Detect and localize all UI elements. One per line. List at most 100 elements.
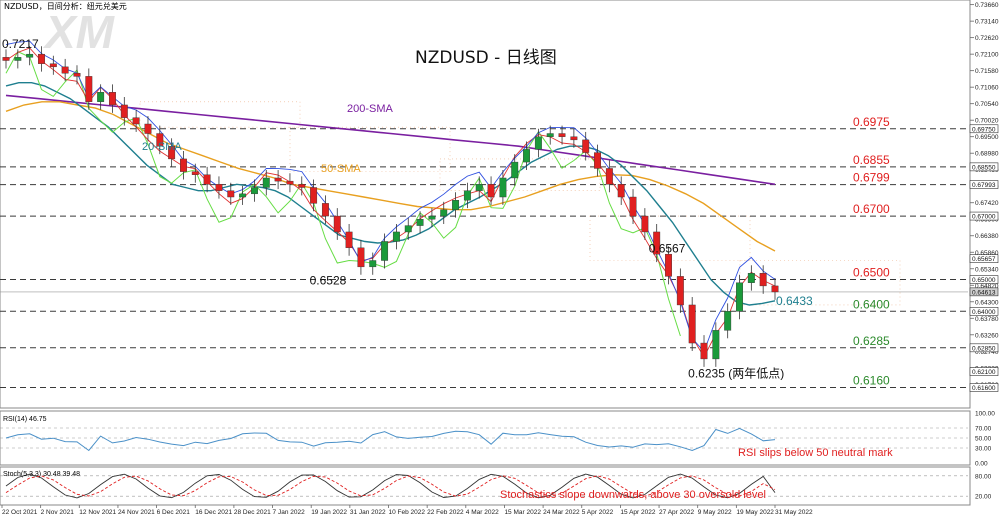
price-tick-label: 0.71060 xyxy=(975,85,999,92)
cloud-segment xyxy=(739,260,901,306)
level-label: 0.6160 xyxy=(853,373,890,387)
candle-body xyxy=(262,177,270,188)
stoch-tick-label: 80.00 xyxy=(975,473,992,480)
candle-body xyxy=(582,139,590,153)
price-tick-label: 0.71580 xyxy=(975,68,999,75)
level-label: 0.6855 xyxy=(853,153,890,167)
time-tick-label: 2 Nov 2021 xyxy=(41,509,75,516)
candle-body xyxy=(156,133,164,147)
candle-body xyxy=(392,231,400,242)
level-label: 0.6975 xyxy=(853,115,890,129)
time-tick-label: 24 Mar 2022 xyxy=(543,509,580,516)
time-tick-label: 9 May 2022 xyxy=(698,509,732,516)
candle-body xyxy=(250,187,258,195)
stoch-tick-label: 20.00 xyxy=(975,494,992,501)
time-axis: 22 Oct 2021 2 Nov 2021 12 Nov 2021 24 Nov 2… xyxy=(1,505,813,516)
boxed-price-label: 0.69750 xyxy=(972,126,996,133)
level-label: 0.6285 xyxy=(853,334,890,348)
cloud-segment xyxy=(439,158,601,191)
candle-body xyxy=(570,136,578,141)
candle-body xyxy=(274,177,282,182)
candle-body xyxy=(14,57,22,61)
candle-body xyxy=(463,190,471,201)
price-tick-label: 0.65340 xyxy=(975,266,999,273)
price-tick-label: 0.70020 xyxy=(975,118,999,125)
candle-body xyxy=(511,161,519,179)
sma200-label: 200-SMA xyxy=(347,103,394,115)
boxed-price-bg xyxy=(969,287,999,297)
candle-body xyxy=(546,133,554,137)
price-annotations: 0.7217 0.6528 0.6567 0.6235 (两年低点) 0.6433 xyxy=(2,37,813,381)
candle-body xyxy=(73,73,81,77)
level-label: 0.6700 xyxy=(853,202,890,216)
boxed-price-label: 0.67000 xyxy=(972,214,996,221)
time-tick-label: 4 Mar 2022 xyxy=(466,509,499,516)
boxed-price-bg xyxy=(969,124,999,134)
boxed-price-label: 0.61600 xyxy=(972,385,996,392)
price-tick-label: 0.64820 xyxy=(975,283,999,290)
candle-body xyxy=(416,219,424,226)
stoch-d-line xyxy=(5,475,776,497)
candle-body xyxy=(404,225,412,233)
price-tick-label: 0.68980 xyxy=(975,151,999,158)
boxed-price-bg xyxy=(969,254,999,263)
candle-body xyxy=(747,273,755,283)
candle-body xyxy=(215,184,223,191)
candle-body xyxy=(345,231,353,249)
candle-body xyxy=(286,180,294,185)
price-annotation: 0.6567 xyxy=(649,241,686,255)
candle-body xyxy=(676,276,684,306)
boxed-price-label: 0.62100 xyxy=(972,369,996,376)
level-label: 0.6799 xyxy=(853,171,890,185)
stoch-k-line xyxy=(5,473,776,499)
candle-body xyxy=(144,123,152,134)
sma200-line xyxy=(5,94,776,186)
price-tick-label: 0.69500 xyxy=(975,134,999,141)
price-tick-label: 0.72100 xyxy=(975,52,999,59)
boxed-price-bg xyxy=(969,343,999,353)
rsi-line xyxy=(5,427,776,452)
boxed-price-bg xyxy=(969,367,999,376)
rsi-tick-label: 70.00 xyxy=(975,426,992,433)
price-tick-label: 0.62740 xyxy=(975,349,999,356)
price-tick-label: 0.73660 xyxy=(975,2,999,9)
price-tick-label: 0.70540 xyxy=(975,101,999,108)
price-annotation: 0.6433 xyxy=(776,294,813,308)
candle-body xyxy=(61,66,69,74)
candle-body xyxy=(523,149,531,163)
watermark-logo: XM xyxy=(42,6,116,58)
sma20-label: 20-SMA xyxy=(142,141,182,153)
candle-body xyxy=(736,282,743,312)
candle-body xyxy=(26,53,34,58)
candle-body xyxy=(333,215,341,233)
candle-body xyxy=(2,57,10,61)
price-tick-label: 0.65860 xyxy=(975,250,999,257)
candle-body xyxy=(239,193,247,198)
candle-body xyxy=(321,203,329,217)
chikou-line xyxy=(5,51,681,337)
candle-body xyxy=(428,215,436,220)
level-label: 0.6500 xyxy=(853,266,890,280)
boxed-price-label: 0.64613 xyxy=(972,289,996,296)
time-tick-label: 12 Nov 2021 xyxy=(79,509,116,516)
candle-body xyxy=(38,53,45,64)
candle-body xyxy=(298,184,306,188)
candle-body xyxy=(120,104,128,118)
candle-body xyxy=(499,177,507,198)
time-tick-label: 19 May 2022 xyxy=(736,509,774,516)
candle-body xyxy=(605,168,613,185)
candle-body xyxy=(357,247,365,268)
main-pane xyxy=(0,0,971,409)
price-annotation: 0.6235 (两年低点) xyxy=(688,367,784,381)
rsi-note: RSI slips below 50 neutral mark xyxy=(738,447,893,459)
boxed-price-bg xyxy=(969,211,999,221)
time-tick-label: 7 Jan 2022 xyxy=(273,509,306,516)
candle-body xyxy=(700,342,708,360)
chart-title: NZDUSD - 日线图 xyxy=(415,48,557,68)
boxed-price-label: 0.64000 xyxy=(972,309,996,316)
time-tick-label: 22 Oct 2021 xyxy=(2,509,38,516)
candle-body xyxy=(191,171,199,175)
rsi-label: RSI(14) 46.75 xyxy=(3,416,47,423)
time-tick-label: 5 Apr 2022 xyxy=(582,509,614,516)
